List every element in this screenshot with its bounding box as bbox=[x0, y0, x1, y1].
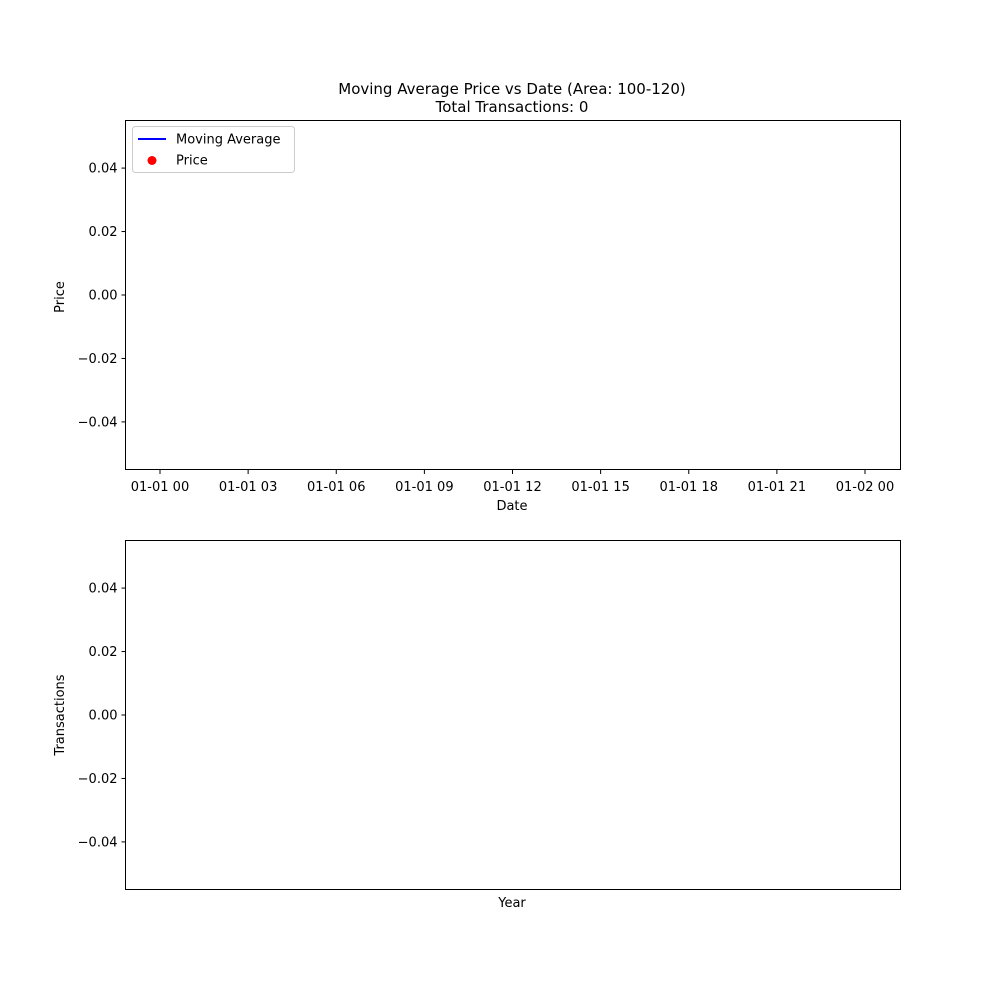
x-tick-label: 01-01 00 bbox=[131, 480, 189, 495]
x-tick-label: 01-01 12 bbox=[483, 480, 541, 495]
transactions-y-axis-label: Transactions bbox=[53, 674, 68, 756]
x-tick-label: 01-01 09 bbox=[395, 480, 453, 495]
y-tick-label: 0.04 bbox=[89, 582, 118, 597]
x-tick-label: 01-01 21 bbox=[748, 480, 806, 495]
x-tick-label: 01-01 18 bbox=[660, 480, 718, 495]
y-tick-label: −0.02 bbox=[78, 772, 118, 787]
price-x-axis-label: Date bbox=[496, 499, 527, 514]
legend-price-swatch bbox=[147, 156, 157, 165]
transactions-y-axis-ticks: 0.04 0.02 0.00 −0.02 −0.04 bbox=[78, 582, 126, 850]
y-tick-label: 0.00 bbox=[89, 709, 118, 724]
price-chart-legend: Moving Average Price bbox=[132, 126, 295, 173]
legend-moving-average-label: Moving Average bbox=[176, 133, 280, 148]
price-y-axis-ticks: 0.04 0.02 0.00 −0.02 −0.04 bbox=[78, 162, 126, 430]
x-tick-label: 01-02 00 bbox=[836, 480, 894, 495]
y-tick-label: 0.02 bbox=[89, 645, 118, 660]
x-tick-label: 01-01 06 bbox=[307, 480, 365, 495]
transactions-chart: 0.04 0.02 0.00 −0.02 −0.04 Year Transactions bbox=[53, 540, 901, 911]
price-x-axis-ticks: 01-01 00 01-01 03 01-01 06 01-01 09 01-01 12… bbox=[131, 469, 894, 495]
y-tick-label: −0.04 bbox=[78, 835, 118, 850]
price-chart: Moving Average Price vs Date (Area: 100-… bbox=[53, 80, 901, 514]
y-tick-label: 0.00 bbox=[89, 289, 118, 304]
y-tick-label: −0.04 bbox=[78, 415, 118, 430]
x-tick-label: 01-01 15 bbox=[571, 480, 629, 495]
price-chart-subtitle: Total Transactions: 0 bbox=[435, 98, 589, 116]
legend-frame bbox=[132, 126, 295, 173]
price-y-axis-label: Price bbox=[53, 281, 68, 313]
transactions-x-axis-label: Year bbox=[497, 896, 526, 911]
x-tick-label: 01-01 03 bbox=[219, 480, 277, 495]
y-tick-label: −0.02 bbox=[78, 352, 118, 367]
price-plot-area bbox=[125, 120, 901, 470]
y-tick-label: 0.02 bbox=[89, 225, 118, 240]
transactions-plot-area bbox=[125, 540, 901, 890]
y-tick-label: 0.04 bbox=[89, 162, 118, 177]
legend-price-label: Price bbox=[176, 154, 208, 169]
price-chart-title: Moving Average Price vs Date (Area: 100-… bbox=[338, 80, 685, 98]
